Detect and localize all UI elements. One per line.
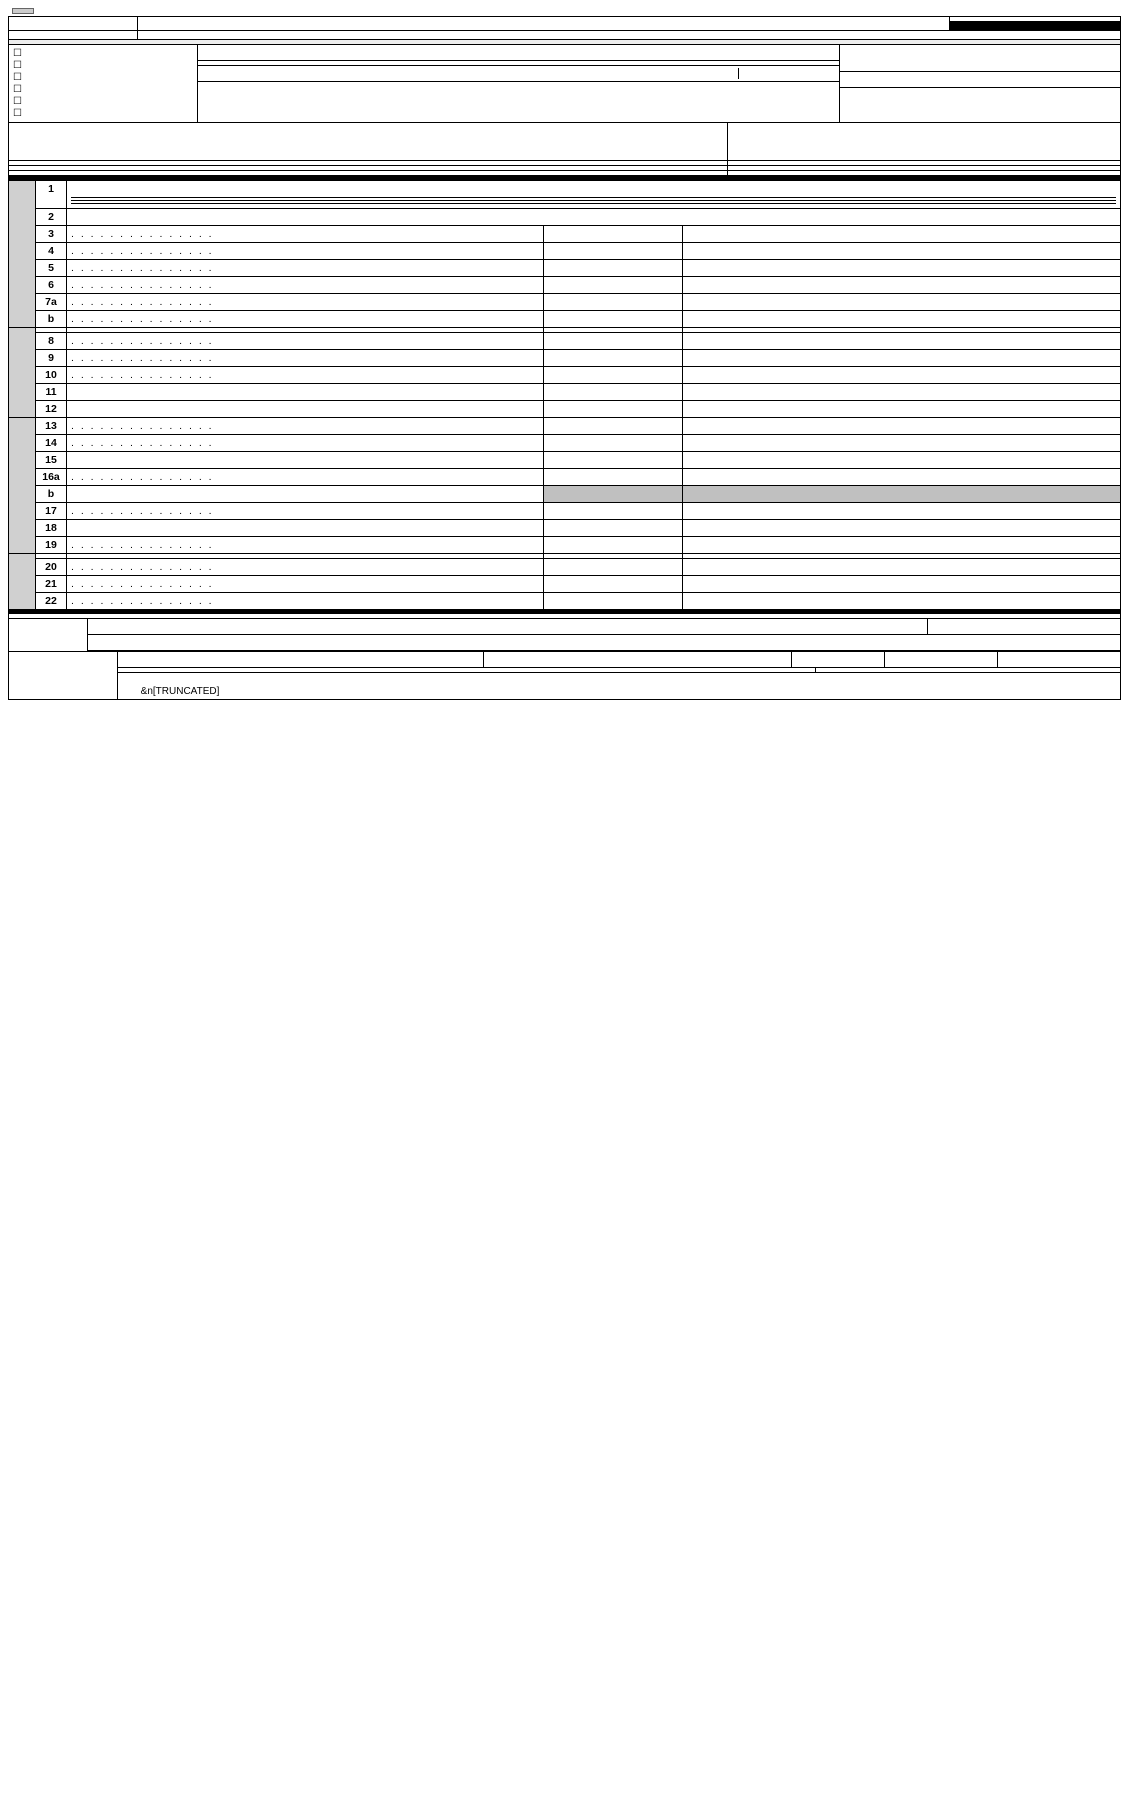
line19-py	[544, 537, 683, 554]
line4-label	[67, 243, 544, 260]
line10-label	[67, 367, 544, 384]
line19-label	[67, 537, 544, 554]
side-net-assets	[9, 554, 36, 610]
line4-val	[683, 243, 1121, 260]
line17-label	[67, 503, 544, 520]
line12-py	[544, 401, 683, 418]
line15-label	[67, 452, 544, 469]
line20-cy	[683, 559, 1121, 576]
line22-label	[67, 593, 544, 610]
line7b-val	[683, 311, 1121, 328]
line9-cy	[683, 350, 1121, 367]
chk-name-change[interactable]: ☐	[13, 60, 193, 71]
line5-label	[67, 260, 544, 277]
section-bcdeg: ☐ ☐ ☐ ☐ ☐ ☐	[8, 45, 1121, 123]
line18-py	[544, 520, 683, 537]
line8-py	[544, 333, 683, 350]
line13-label	[67, 418, 544, 435]
line13-py	[544, 418, 683, 435]
line8-cy	[683, 333, 1121, 350]
line16a-cy	[683, 469, 1121, 486]
line15-py	[544, 452, 683, 469]
line16a-py	[544, 469, 683, 486]
line5-val	[683, 260, 1121, 277]
chk-address-change[interactable]: ☐	[13, 48, 193, 59]
line6-val	[683, 277, 1121, 294]
line21-label	[67, 576, 544, 593]
line18-cy	[683, 520, 1121, 537]
submission-date-button[interactable]	[12, 8, 34, 14]
chk-app-pending[interactable]: ☐	[13, 108, 193, 119]
sign-here-block	[8, 619, 1121, 652]
line22-py	[544, 593, 683, 610]
side-activities	[9, 181, 36, 328]
line9-label	[67, 350, 544, 367]
top-bar	[8, 8, 1121, 14]
line12-label	[67, 401, 544, 418]
side-revenue	[9, 328, 36, 418]
paid-preparer-label	[9, 652, 118, 699]
line20-py	[544, 559, 683, 576]
line19-cy	[683, 537, 1121, 554]
chk-amended[interactable]: ☐	[13, 96, 193, 107]
line21-cy	[683, 576, 1121, 593]
form-header	[8, 16, 1121, 31]
line16a-label	[67, 469, 544, 486]
line17-cy	[683, 503, 1121, 520]
dept-row	[8, 31, 1121, 40]
line9-py	[544, 350, 683, 367]
summary-table: 1 2 3 4 5 6 7a b 8 9 10 11 12 13 14 15 1…	[8, 180, 1121, 610]
line12-cy	[683, 401, 1121, 418]
line11-cy	[683, 384, 1121, 401]
line14-py	[544, 435, 683, 452]
line11-py	[544, 384, 683, 401]
line15-cy	[683, 452, 1121, 469]
line20-label	[67, 559, 544, 576]
side-expenses	[9, 418, 36, 554]
open-to-public	[950, 22, 1120, 30]
line7b-label	[67, 311, 544, 328]
chk-final-return[interactable]: ☐	[13, 84, 193, 95]
line2	[67, 209, 1121, 226]
col-b-checkboxes: ☐ ☐ ☐ ☐ ☐ ☐	[9, 45, 198, 122]
chk-initial-return[interactable]: ☐	[13, 72, 193, 83]
line8-label	[67, 333, 544, 350]
form-number-box	[9, 17, 138, 30]
line17-py	[544, 503, 683, 520]
line21-py	[544, 576, 683, 593]
line10-cy	[683, 367, 1121, 384]
line18-label	[67, 520, 544, 537]
line3-label	[67, 226, 544, 243]
line3-val	[683, 226, 1121, 243]
line14-cy	[683, 435, 1121, 452]
line22-cy	[683, 593, 1121, 610]
paid-preparer-block: &n[TRUNCATED]	[8, 652, 1121, 700]
line10-py	[544, 367, 683, 384]
line13-cy	[683, 418, 1121, 435]
line14-label	[67, 435, 544, 452]
line11-label	[67, 384, 544, 401]
line6-label	[67, 277, 544, 294]
line16b-label	[67, 486, 544, 503]
line7a-val	[683, 294, 1121, 311]
sign-here-label	[9, 619, 88, 651]
line7a-label	[67, 294, 544, 311]
row-fh	[8, 123, 1121, 161]
